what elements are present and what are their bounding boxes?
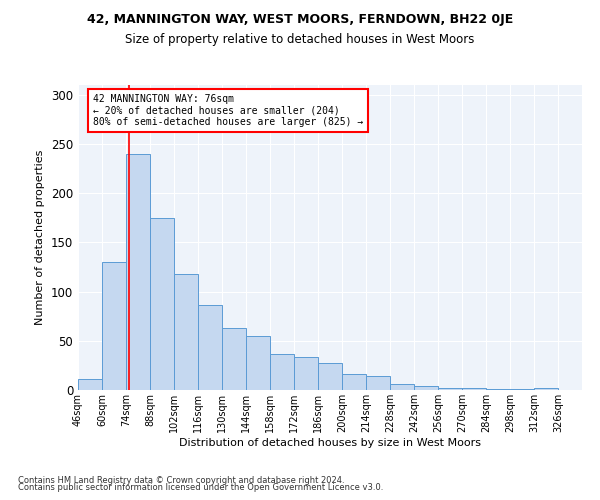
Bar: [366, 376, 390, 390]
Text: Size of property relative to detached houses in West Moors: Size of property relative to detached ho…: [125, 32, 475, 46]
Text: 42 MANNINGTON WAY: 76sqm
← 20% of detached houses are smaller (204)
80% of semi-: 42 MANNINGTON WAY: 76sqm ← 20% of detach…: [93, 94, 364, 128]
Text: Contains public sector information licensed under the Open Government Licence v3: Contains public sector information licen…: [18, 484, 383, 492]
X-axis label: Distribution of detached houses by size in West Moors: Distribution of detached houses by size …: [179, 438, 481, 448]
Text: 42, MANNINGTON WAY, WEST MOORS, FERNDOWN, BH22 0JE: 42, MANNINGTON WAY, WEST MOORS, FERNDOWN…: [87, 12, 513, 26]
Bar: [246, 336, 270, 390]
Bar: [222, 328, 246, 390]
Bar: [342, 374, 366, 390]
Bar: [318, 364, 342, 390]
Text: Contains HM Land Registry data © Crown copyright and database right 2024.: Contains HM Land Registry data © Crown c…: [18, 476, 344, 485]
Bar: [294, 356, 318, 390]
Bar: [510, 389, 534, 390]
Bar: [102, 262, 126, 390]
Y-axis label: Number of detached properties: Number of detached properties: [35, 150, 46, 325]
Bar: [198, 306, 222, 390]
Bar: [390, 384, 414, 390]
Bar: [486, 389, 510, 390]
Bar: [270, 354, 294, 390]
Bar: [150, 218, 174, 390]
Bar: [534, 388, 558, 390]
Bar: [438, 388, 462, 390]
Bar: [462, 388, 486, 390]
Bar: [126, 154, 150, 390]
Bar: [414, 386, 438, 390]
Bar: [78, 379, 102, 390]
Bar: [174, 274, 198, 390]
